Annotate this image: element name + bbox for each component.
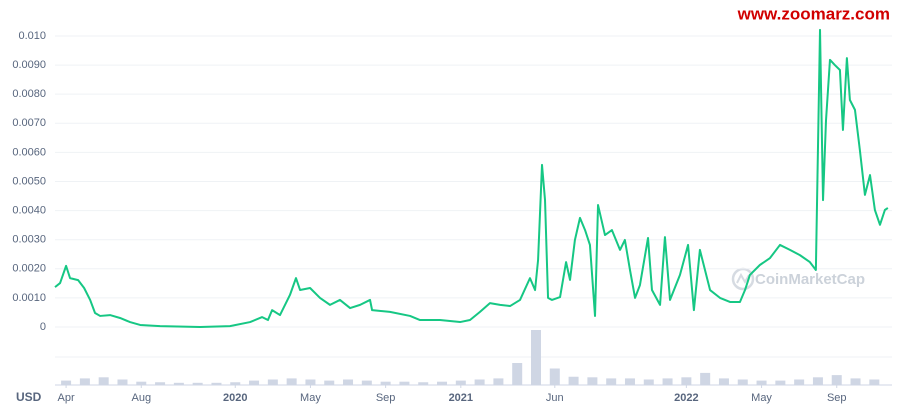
volume-bar [136, 381, 147, 385]
y-tick-label: 0.0060 [12, 146, 46, 158]
y-tick-label: 0.0040 [12, 204, 46, 216]
volume-bar [155, 382, 166, 385]
x-tick-label: 2021 [449, 392, 473, 404]
volume-bar [230, 382, 241, 385]
volume-bar [643, 379, 654, 385]
volume-bar [775, 380, 786, 385]
volume-bar [587, 377, 598, 385]
y-tick-label: 0.0070 [12, 117, 46, 129]
volume-bar [549, 368, 560, 385]
volume-bar [117, 379, 128, 385]
x-tick-label: 2022 [674, 392, 698, 404]
x-tick-label: Sep [376, 392, 396, 404]
volume-bar [530, 330, 541, 385]
volume-bar [267, 379, 278, 385]
x-tick-label: May [751, 392, 772, 404]
volume-bar [718, 378, 729, 385]
volume-bar [418, 382, 429, 385]
volume-bar [737, 379, 748, 385]
x-tick-label: Jun [546, 392, 564, 404]
volume-bar [606, 378, 617, 385]
source-note: www.zoomarz.com [737, 4, 890, 23]
volume-bar [493, 378, 504, 385]
volume-bar [211, 382, 222, 385]
volume-bar [794, 379, 805, 385]
volume-bar [399, 381, 410, 385]
volume-bar [437, 381, 448, 385]
volume-bar [61, 380, 72, 385]
y-tick-label: 0.0020 [12, 263, 46, 275]
y-tick-label: 0.0010 [12, 292, 46, 304]
volume-bar [79, 378, 90, 385]
volume-bar [812, 377, 823, 385]
volume-bar [361, 380, 372, 385]
volume-bar [869, 379, 880, 385]
volume-bar [474, 379, 485, 385]
watermark: CoinMarketCap [755, 271, 865, 288]
x-tick-label: Aug [131, 392, 151, 404]
y-tick-label: 0.0090 [12, 59, 46, 71]
x-tick-label: Apr [58, 392, 75, 404]
volume-bar [324, 380, 335, 385]
volume-bar [380, 381, 391, 385]
y-tick-label: 0.0080 [12, 88, 46, 100]
volume-bar [512, 363, 523, 385]
volume-bar [249, 380, 260, 385]
y-tick-label: 0 [40, 321, 46, 333]
volume-bar [681, 377, 692, 385]
volume-bar [850, 378, 861, 385]
volume-bar [662, 378, 673, 385]
volume-bar [568, 376, 579, 385]
volume-bar [756, 380, 767, 385]
y-tick-label: 0.010 [18, 30, 46, 42]
x-tick-label: Sep [827, 392, 847, 404]
currency-label: USD [16, 390, 42, 404]
volume-bar [455, 380, 466, 385]
volume-bar [98, 377, 109, 385]
volume-bar [831, 375, 842, 385]
volume-bar [192, 382, 203, 385]
volume-bar [624, 378, 635, 385]
y-tick-label: 0.0050 [12, 175, 46, 187]
y-tick-label: 0.0030 [12, 234, 46, 246]
volume-bar [343, 379, 354, 385]
volume-bar [700, 372, 711, 385]
watermark-logo [731, 267, 755, 291]
x-tick-label: 2020 [223, 392, 247, 404]
x-tick-label: May [300, 392, 321, 404]
price-line [54, 28, 889, 328]
volume-bar [173, 382, 184, 385]
volume-bar [305, 379, 316, 385]
volume-bar [286, 378, 297, 385]
